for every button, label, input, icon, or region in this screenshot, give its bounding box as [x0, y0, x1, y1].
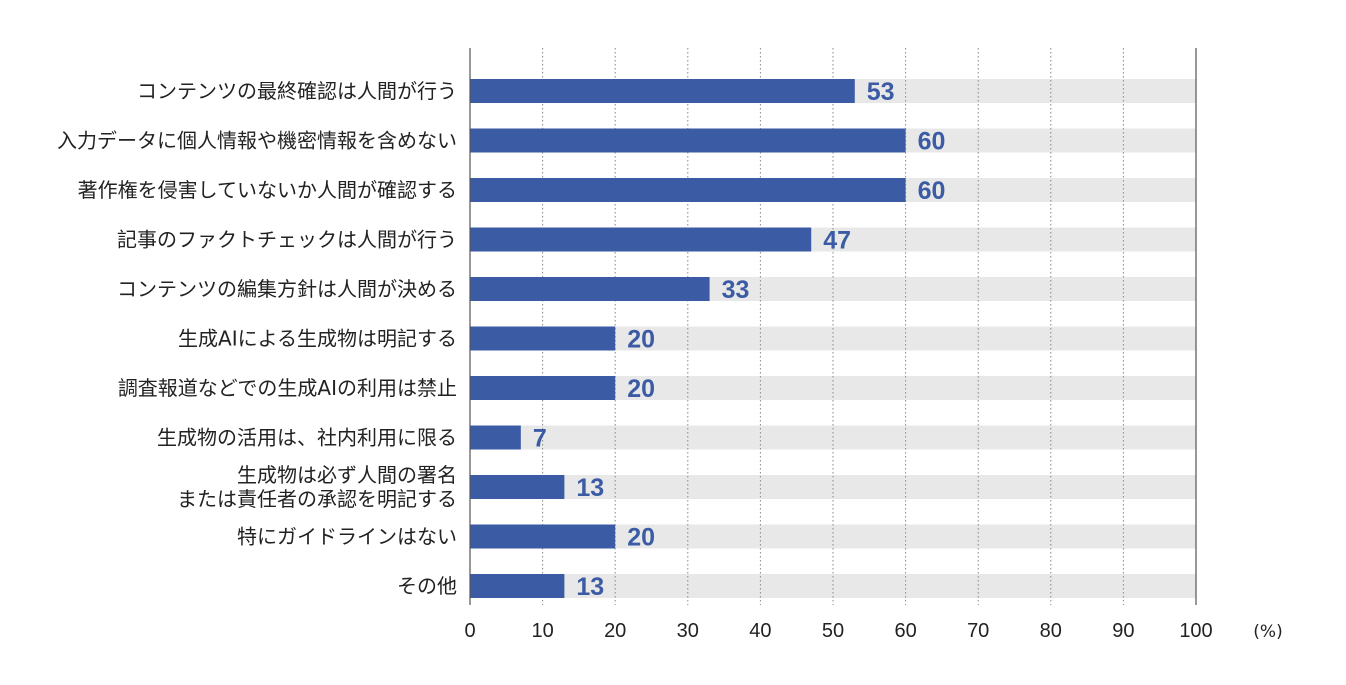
x-tick-label: 50 [822, 620, 844, 642]
bar [470, 475, 565, 499]
bar [470, 326, 616, 351]
value-labels: 53 60 60 47 33 20 20 7 13 20 13 [533, 78, 946, 601]
x-tick-label: 40 [749, 620, 771, 642]
bar [470, 574, 565, 598]
bar [470, 128, 906, 153]
x-tick-label: 90 [1112, 620, 1134, 642]
x-tick-label: 70 [967, 620, 989, 642]
category-label: その他 [397, 574, 457, 598]
x-tick-label: 60 [894, 620, 916, 642]
value-label: 20 [627, 524, 655, 552]
category-label: コンテンツの編集方針は人間が決める [117, 277, 457, 301]
value-label: 53 [867, 78, 895, 106]
bar [470, 178, 906, 202]
value-label: 60 [918, 177, 946, 205]
category-label: または責任者の承認を明記する [177, 487, 457, 511]
category-label: 生成AIによる生成物は明記する [178, 327, 457, 351]
bar [470, 524, 616, 549]
value-label: 13 [576, 573, 604, 601]
bar-track [470, 574, 1196, 598]
x-tick-label: 80 [1040, 620, 1062, 642]
x-tick-label: 30 [677, 620, 699, 642]
value-label: 60 [918, 128, 946, 156]
bar [470, 79, 855, 103]
value-label: 13 [576, 474, 604, 502]
category-label: 調査報道などでの生成AIの利用は禁止 [118, 376, 457, 400]
x-unit-label: (%) [1253, 622, 1282, 642]
bar [470, 277, 710, 301]
bar [470, 227, 812, 252]
x-tick-label: 100 [1179, 620, 1212, 642]
bars [470, 79, 906, 598]
value-label: 20 [627, 326, 655, 354]
value-label: 20 [627, 375, 655, 403]
x-tick-labels: 0 10 20 30 40 50 60 70 80 90 100 [464, 620, 1212, 642]
value-label: 47 [823, 227, 851, 255]
x-tick-label: 20 [604, 620, 626, 642]
category-label: 特にガイドラインはない [237, 525, 457, 549]
category-label: コンテンツの最終確認は人間が行う [137, 79, 457, 103]
value-label: 7 [533, 425, 547, 453]
x-tick-label: 10 [531, 620, 553, 642]
category-label: 記事のファクトチェックは人間が行う [117, 228, 457, 252]
category-label: 入力データに個人情報や機密情報を含めない [57, 129, 457, 153]
category-label: 生成物の活用は、社内利用に限る [157, 426, 457, 450]
value-label: 33 [722, 276, 750, 304]
bar [470, 376, 616, 400]
category-label: 生成物は必ず人間の署名 [237, 463, 457, 487]
x-tick-label: 0 [464, 620, 475, 642]
bar [470, 425, 521, 450]
bar-track [470, 475, 1196, 499]
category-labels: コンテンツの最終確認は人間が行う入力データに個人情報や機密情報を含めない著作権を… [57, 79, 457, 598]
category-label: 著作権を侵害していないか人間が確認する [78, 178, 457, 202]
